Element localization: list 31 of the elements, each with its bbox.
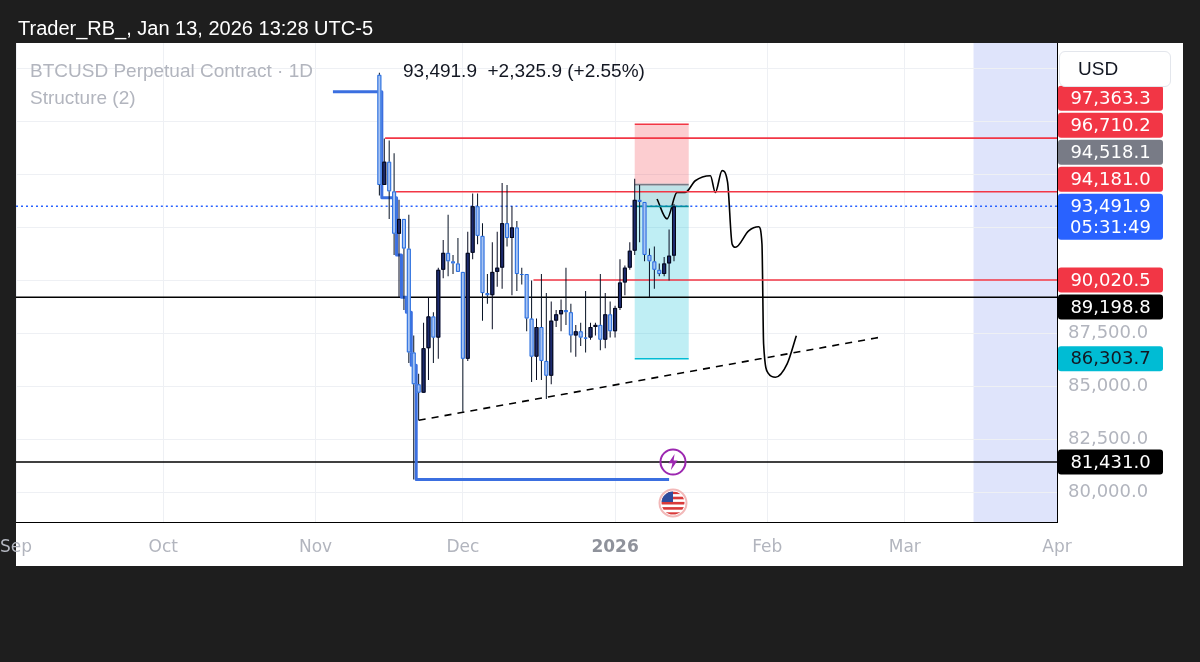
text: BTCUSD Perpetual Contract · 1D xyxy=(30,60,313,82)
y-tick-label: 87,500.0 xyxy=(1068,321,1149,343)
text: 93,491.9 +2,325.9 (+2.55%) xyxy=(403,60,645,82)
annotation: 97,363.3 xyxy=(1070,87,1151,109)
ref-line-label: 81,431.0 xyxy=(1070,450,1151,472)
x-tick-label: Nov xyxy=(298,535,333,556)
y-tick-label: 82,500.0 xyxy=(1068,427,1149,449)
annotation: 94,518.1 xyxy=(1070,141,1151,163)
ref-line-label: 89,198.8 xyxy=(1070,295,1151,317)
candlestick xyxy=(495,231,500,287)
x-tick-label: Oct xyxy=(148,535,179,556)
x-tick-label: Apr xyxy=(1042,535,1072,556)
y-tick-label: 85,000.0 xyxy=(1068,374,1149,396)
x-tick-label: 2026 xyxy=(591,535,639,556)
annotation: Structure (2) xyxy=(30,87,136,109)
candlestick xyxy=(637,185,642,243)
y-axis-title: USD xyxy=(1059,51,1171,87)
data-label: 90,020.5 xyxy=(1070,268,1151,290)
x-tick-label: Mar xyxy=(888,535,921,556)
ref-line-label: 93,491.9 05:31:49 xyxy=(1070,195,1151,238)
x-tick-label: Feb xyxy=(752,535,783,556)
candlestick xyxy=(583,290,588,353)
data-label: 96,710.2 xyxy=(1070,114,1151,136)
y-tick-label: 80,000.0 xyxy=(1068,480,1149,501)
text: Trader_RB_, Jan 13, 2026 13:28 UTC-5 xyxy=(18,16,374,40)
candlestick xyxy=(485,274,490,304)
annotation: 86,303.7 xyxy=(1070,347,1151,369)
data-label: 94,181.0 xyxy=(1070,168,1151,190)
x-tick-label: Sep xyxy=(0,535,33,556)
candlestick xyxy=(563,267,568,325)
x-tick-label: Dec xyxy=(446,535,480,556)
